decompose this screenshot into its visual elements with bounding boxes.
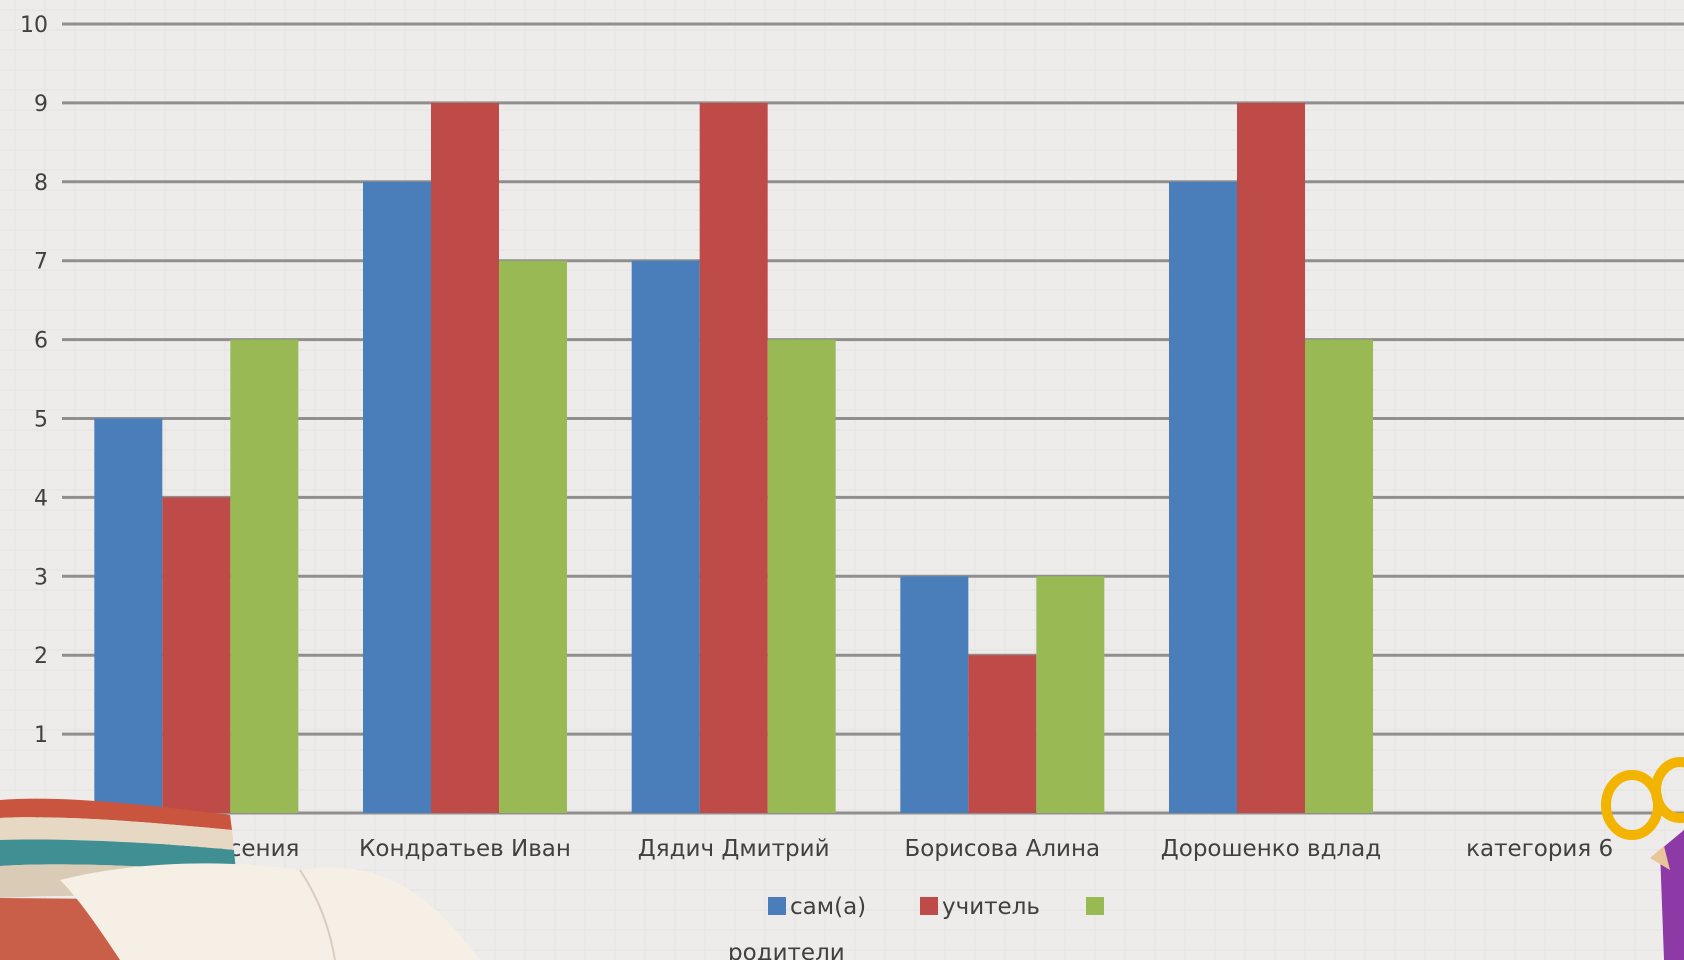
bar-uchitel: [699, 102, 768, 813]
x-category-label: категория 6: [1466, 836, 1613, 862]
y-tick-label: 1: [34, 723, 48, 748]
bar-uchitel: [162, 497, 231, 813]
bar-roditeli: [1036, 576, 1105, 813]
y-tick-label: 4: [34, 486, 48, 511]
bar-uchitel: [431, 102, 499, 813]
y-tick-label: 7: [34, 250, 48, 275]
legend-swatch: [1086, 897, 1104, 915]
book-illustration: [0, 798, 480, 960]
legend: сам(а) учитель родители: [728, 894, 1104, 960]
pencil-icon: [1650, 830, 1684, 960]
bar-roditeli: [499, 260, 567, 813]
bar-roditeli: [230, 339, 299, 813]
bar-sam: [94, 418, 163, 813]
legend-label: родители: [728, 940, 845, 960]
bar-sam: [631, 260, 700, 813]
bar-roditeli: [767, 339, 836, 813]
y-tick-label: 2: [34, 644, 48, 669]
legend-label: сам(а): [790, 894, 866, 920]
legend-swatch: [920, 897, 938, 915]
y-tick-label: 5: [34, 408, 48, 433]
legend-swatch: [768, 897, 786, 915]
y-tick-label: 6: [34, 329, 48, 354]
bar-sam: [1169, 181, 1237, 814]
y-tick-label: 3: [34, 565, 48, 590]
gridlines: [62, 22, 1684, 815]
bar-sam: [900, 576, 969, 813]
x-category-label: Дорошенко вдлад: [1161, 836, 1381, 862]
bars: [94, 102, 1373, 814]
x-category-label: Дядич Дмитрий: [638, 836, 830, 862]
bar-sam: [363, 181, 431, 814]
bar-uchitel: [1237, 102, 1305, 813]
bar-roditeli: [1305, 339, 1373, 813]
y-tick-label: 10: [20, 13, 48, 38]
y-tick-label: 8: [34, 171, 48, 196]
scissors-icon: [1601, 757, 1684, 840]
x-category-label: Кондратьев Иван: [359, 836, 571, 862]
y-tick-label: 9: [34, 92, 48, 117]
legend-label: учитель: [942, 894, 1040, 920]
bar-uchitel: [968, 655, 1037, 813]
y-axis-tick-labels: 012345678910: [20, 13, 48, 827]
x-category-label: Борисова Алина: [905, 836, 1101, 862]
